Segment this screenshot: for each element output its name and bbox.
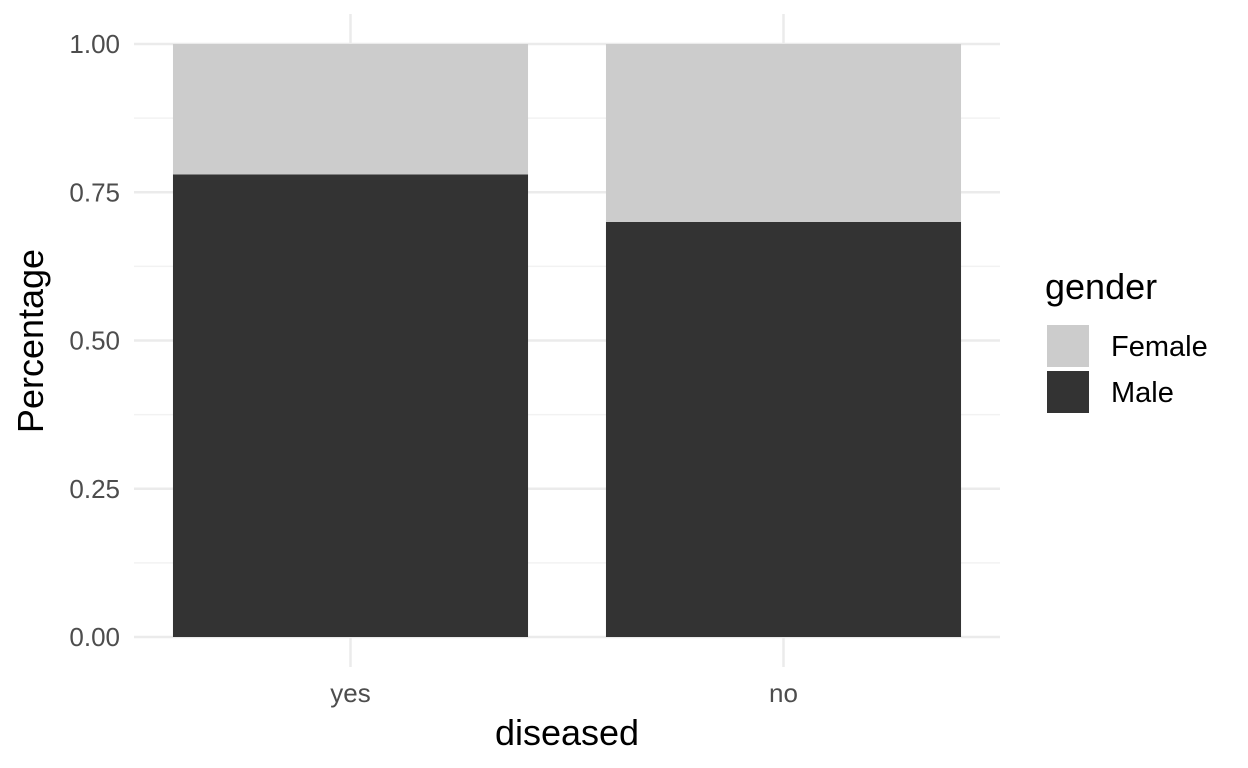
legend: gender Female Male [1045,266,1208,413]
bars [172,44,962,637]
legend-entries: Female Male [1047,325,1208,413]
y-axis-title: Percentage [10,249,51,433]
x-axis-title: diseased [495,712,639,753]
bar-male-yes [172,174,529,637]
legend-label-male: Male [1111,377,1174,409]
y-tick-label: 0.50 [69,326,120,356]
bar-female-yes [172,44,529,175]
y-tick-label: 0.00 [69,622,120,652]
x-tick-label: yes [330,678,370,708]
y-tick-label: 0.25 [69,474,120,504]
y-axis-ticks: 0.00 0.25 0.50 0.75 1.00 [69,29,120,652]
legend-label-female: Female [1111,331,1208,363]
y-tick-label: 0.75 [69,177,120,207]
x-tick-label: no [769,678,798,708]
legend-title: gender [1045,266,1157,307]
y-tick-label: 1.00 [69,29,120,59]
x-axis-ticks: yes no [330,678,798,708]
bar-male-no [605,221,962,637]
bar-female-no [605,44,962,222]
legend-swatch-male [1047,371,1089,413]
legend-swatch-female [1047,325,1089,367]
